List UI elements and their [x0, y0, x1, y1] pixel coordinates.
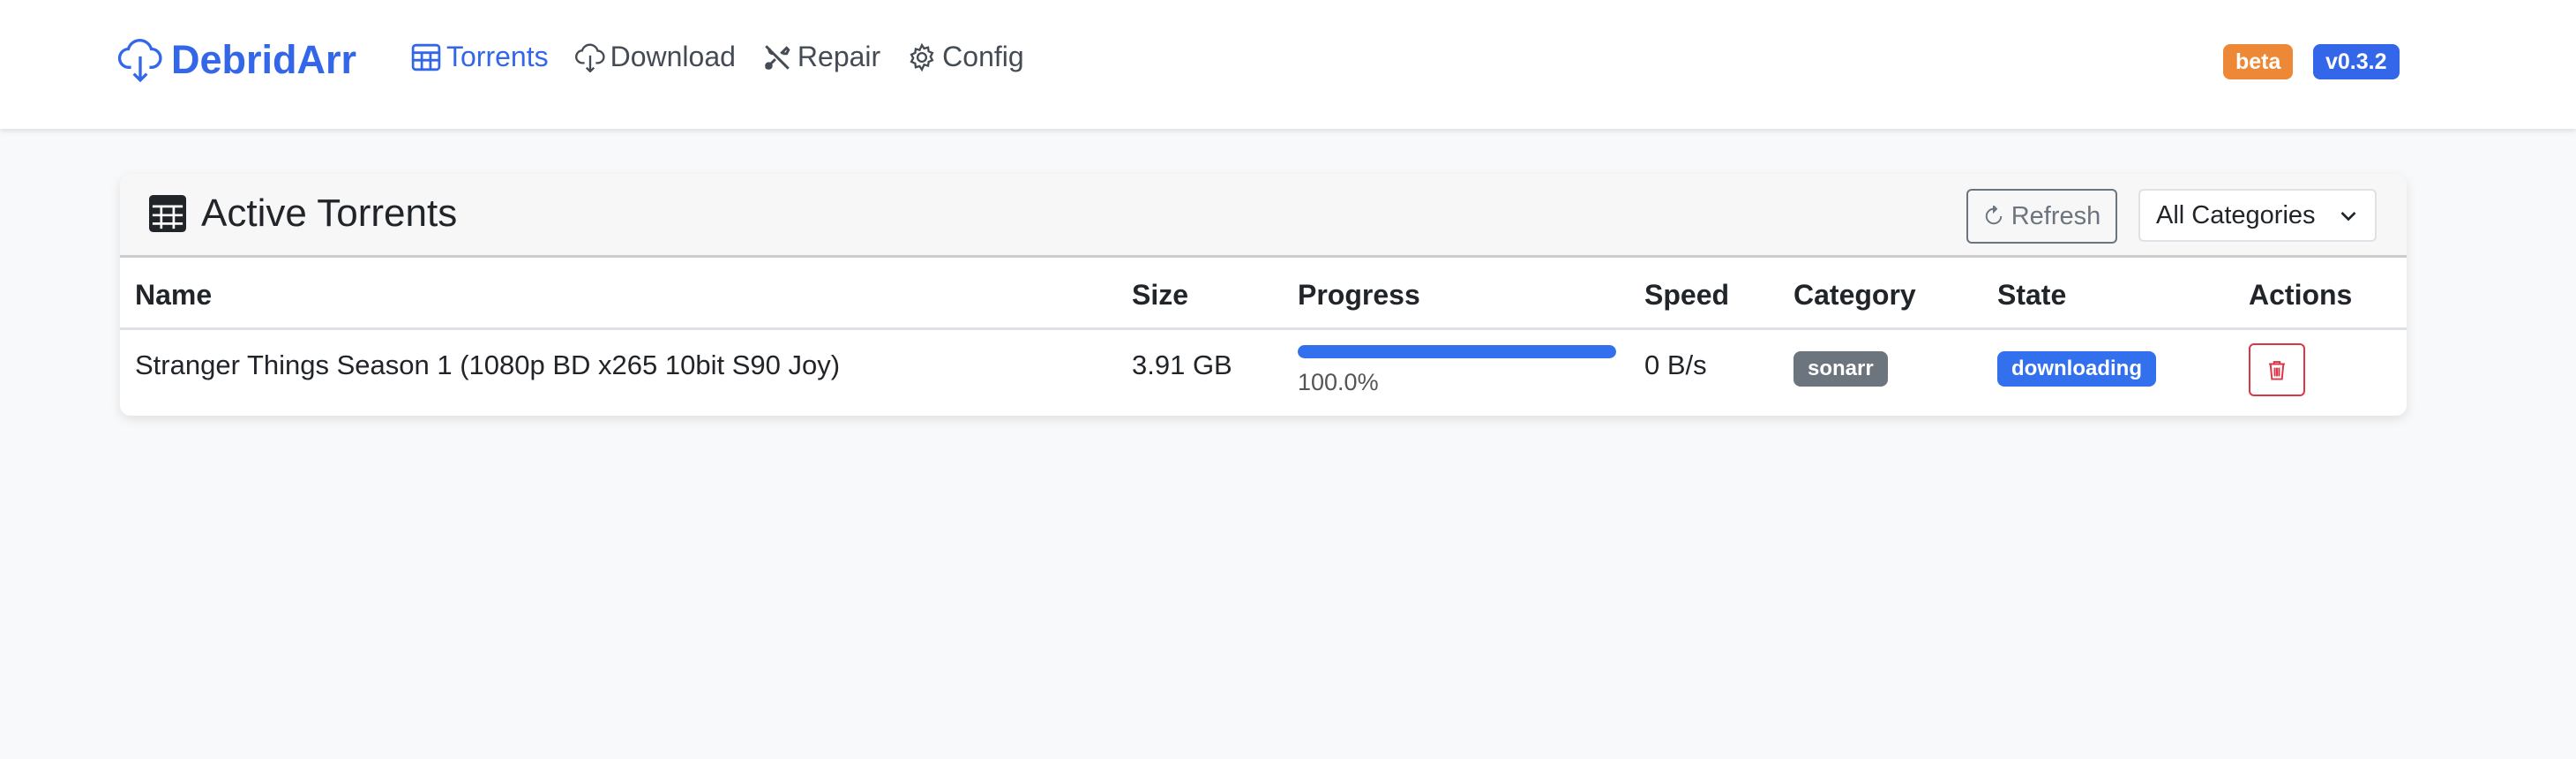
table-row: Stranger Things Season 1 (1080p BD x265 …: [120, 330, 2407, 416]
nav-repair[interactable]: Repair: [762, 41, 880, 73]
nav-config-label: Config: [942, 41, 1024, 72]
nav-config[interactable]: Config: [907, 41, 1024, 73]
col-size: Size: [1132, 279, 1189, 311]
gear-icon: [910, 42, 934, 71]
refresh-label: Refresh: [2011, 201, 2101, 230]
torrent-speed: 0 B/s: [1644, 349, 1707, 380]
progress-bar: [1298, 345, 1616, 358]
version-badge: v0.3.2: [2313, 44, 2400, 79]
category-select[interactable]: All Categories: [2138, 189, 2377, 242]
table-icon: [149, 195, 186, 232]
tools-icon: [765, 44, 790, 70]
col-progress: Progress: [1298, 279, 1420, 311]
brand-link[interactable]: DebridArr: [118, 35, 356, 85]
active-torrents-card: Active Torrents Refresh All Categories N…: [120, 174, 2407, 416]
cloud-download-icon: [118, 39, 162, 83]
category-badge: sonarr: [1793, 351, 1888, 387]
card-header: Active Torrents Refresh All Categories: [120, 174, 2407, 258]
torrent-size: 3.91 GB: [1132, 349, 1232, 380]
card-title: Active Torrents: [201, 192, 458, 235]
col-actions: Actions: [2249, 279, 2353, 311]
refresh-button[interactable]: Refresh: [1966, 189, 2117, 244]
table-icon: [411, 43, 441, 71]
category-select-value: All Categories: [2156, 200, 2316, 229]
table-header: Name Size Progress Speed Category State …: [120, 258, 2407, 330]
cloud-download-icon: [574, 43, 605, 72]
navbar: DebridArr Torrents Download Repair Confi…: [0, 0, 2576, 129]
beta-badge: beta: [2223, 44, 2294, 79]
brand-name: DebridArr: [171, 37, 357, 82]
nav-download-label: Download: [610, 41, 736, 72]
chevron-down-icon: [2340, 212, 2356, 222]
nav-torrents[interactable]: Torrents: [411, 41, 549, 73]
delete-button[interactable]: [2249, 343, 2305, 396]
refresh-icon: [1985, 206, 2002, 225]
nav-torrents-label: Torrents: [446, 41, 549, 72]
col-state: State: [1997, 279, 2067, 311]
col-category: Category: [1793, 279, 1916, 311]
nav-repair-label: Repair: [797, 41, 881, 72]
state-badge: downloading: [1997, 351, 2156, 387]
torrent-name: Stranger Things Season 1 (1080p BD x265 …: [135, 349, 841, 380]
progress-label: 100.0%: [1298, 369, 1379, 395]
col-speed: Speed: [1644, 279, 1730, 311]
col-name: Name: [135, 279, 213, 311]
trash-icon: [2269, 361, 2285, 380]
progress-fill: [1298, 345, 1616, 358]
nav-download[interactable]: Download: [574, 41, 736, 73]
